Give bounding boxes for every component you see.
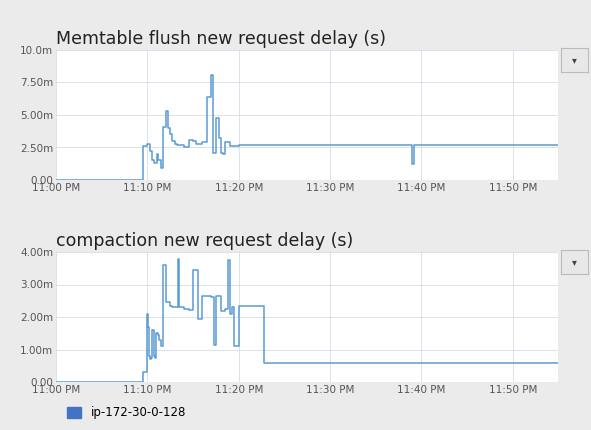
Text: ▾: ▾ — [572, 257, 577, 267]
Text: compaction new request delay (s): compaction new request delay (s) — [56, 232, 353, 250]
Text: Memtable flush new request delay (s): Memtable flush new request delay (s) — [56, 30, 386, 48]
Legend: ip-172-30-0-128: ip-172-30-0-128 — [62, 402, 190, 424]
Text: ▾: ▾ — [572, 55, 577, 64]
